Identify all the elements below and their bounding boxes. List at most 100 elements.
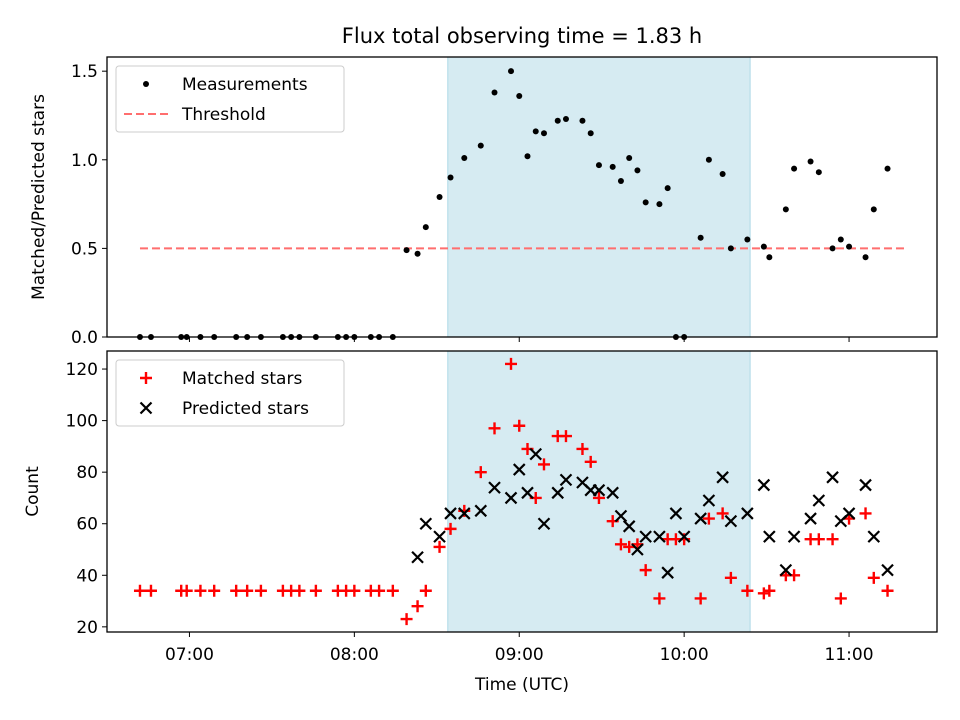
- x-tick-label: 07:00: [165, 645, 214, 665]
- matched-star-point: [881, 584, 894, 597]
- matched-star-point: [400, 613, 413, 626]
- x-tick-label: 09:00: [495, 645, 544, 665]
- predicted-star-point: [702, 494, 716, 507]
- measurement-point: [447, 174, 454, 181]
- predicted-star-point: [639, 530, 652, 543]
- y-tick-label: 120: [66, 360, 98, 380]
- matched-star-point: [559, 430, 572, 443]
- measurement-point: [508, 68, 515, 75]
- measurement-point: [862, 254, 869, 261]
- measurement-point: [719, 170, 726, 177]
- measurement-point: [829, 245, 836, 252]
- measurement-point: [461, 155, 468, 162]
- measurement-point: [664, 185, 671, 192]
- legend: Matched stars Predicted stars: [115, 359, 345, 427]
- measurement-point: [846, 243, 853, 250]
- matched-star-point: [348, 584, 361, 597]
- measurement-point: [532, 128, 539, 135]
- legend-box: [115, 65, 345, 133]
- matched-star-point: [373, 584, 386, 597]
- y-tick-label: 1.5: [71, 62, 98, 82]
- measurement-point: [744, 236, 751, 243]
- measurement-point: [782, 206, 789, 213]
- predicted-star-point: [724, 514, 738, 528]
- predicted-star-point: [622, 520, 636, 533]
- predicted-star-point: [677, 530, 691, 543]
- x-tick-label: 10:00: [660, 645, 709, 665]
- matched-star-point: [419, 584, 432, 597]
- measurement-point: [414, 250, 421, 257]
- matched-star-point: [867, 571, 880, 584]
- predicted-star-point: [512, 463, 526, 476]
- predicted-star-point: [614, 509, 628, 523]
- predicted-star-point: [551, 486, 565, 500]
- predicted-star-point: [669, 507, 683, 520]
- matched-star-point: [639, 564, 652, 577]
- y-axis-label: Count: [23, 466, 43, 517]
- measurement-point: [705, 156, 712, 163]
- matched-star-point: [592, 491, 605, 504]
- matched-star-point: [444, 522, 457, 535]
- predicted-star-point: [757, 478, 771, 492]
- predicted-star-point: [504, 491, 518, 505]
- observing-span: [447, 56, 751, 338]
- legend-label: Threshold: [181, 105, 266, 125]
- matched-star-point: [584, 455, 597, 468]
- measurement-point: [656, 201, 663, 208]
- matched-star-point: [230, 584, 243, 597]
- measurement-point: [870, 206, 877, 213]
- measurement-point: [587, 130, 594, 137]
- legend-marker-predicted: [139, 401, 153, 415]
- legend-label: Measurements: [182, 75, 308, 95]
- axes-frame: [106, 350, 938, 633]
- measurement-point: [807, 158, 814, 165]
- matched-star-point: [741, 584, 754, 597]
- matched-star-point: [386, 584, 399, 597]
- predicted-star-point: [826, 471, 839, 484]
- bottom-panel: 07:00 08:00 09:00 10:00 11:00 20 40 60 80 100 120 C…: [23, 350, 938, 695]
- predicted-star-point: [606, 486, 619, 500]
- y-tick-label: 80: [76, 463, 98, 483]
- measurement-point: [791, 165, 798, 172]
- predicted-star-point: [592, 483, 606, 497]
- measurement-point: [766, 254, 773, 261]
- matched-star-point: [293, 584, 306, 597]
- matched-star-point: [208, 584, 221, 597]
- y-tick-label: 0.0: [71, 328, 98, 348]
- measurement-point: [491, 89, 498, 96]
- measurement-point: [436, 194, 443, 200]
- legend-marker-measurements: [143, 81, 149, 87]
- legend: Measurements Threshold: [115, 65, 345, 133]
- matched-star-point: [133, 584, 146, 597]
- predicted-star-point: [694, 512, 707, 525]
- measurement-point: [626, 155, 633, 162]
- x-tick-label: 08:00: [330, 645, 379, 665]
- measurement-point: [727, 245, 734, 252]
- measurement-point: [554, 117, 561, 124]
- matched-star-point: [834, 592, 847, 605]
- matched-star-point: [623, 540, 636, 553]
- top-panel: 0.0 0.5 1.0 1.5 Matched/Predicted stars Measu…: [29, 56, 938, 348]
- matched-star-point: [757, 587, 770, 600]
- matched-star-point: [537, 458, 550, 471]
- y-tick-label: 40: [76, 566, 98, 586]
- predicted-star-point: [458, 507, 471, 520]
- matched-star-point: [826, 533, 839, 546]
- matched-star-point: [505, 357, 518, 370]
- legend-marker-matched: [140, 372, 152, 384]
- y-tick-label: 60: [76, 515, 98, 535]
- matched-star-point: [411, 600, 424, 613]
- predicted-star-point: [812, 494, 826, 507]
- measurement-point: [595, 162, 602, 169]
- x-axis-label: Time (UTC): [474, 675, 569, 695]
- measurement-point: [884, 165, 891, 172]
- predicted-star-point: [529, 447, 543, 461]
- matched-star-point: [433, 540, 446, 553]
- measurement-point: [697, 234, 704, 241]
- measurement-point: [562, 116, 569, 123]
- matched-star-point: [488, 422, 501, 435]
- y-axis-label: Matched/Predicted stars: [29, 94, 49, 300]
- predicted-star-point: [419, 517, 433, 531]
- measurement-point: [815, 169, 822, 176]
- predicted-star-point: [537, 517, 551, 531]
